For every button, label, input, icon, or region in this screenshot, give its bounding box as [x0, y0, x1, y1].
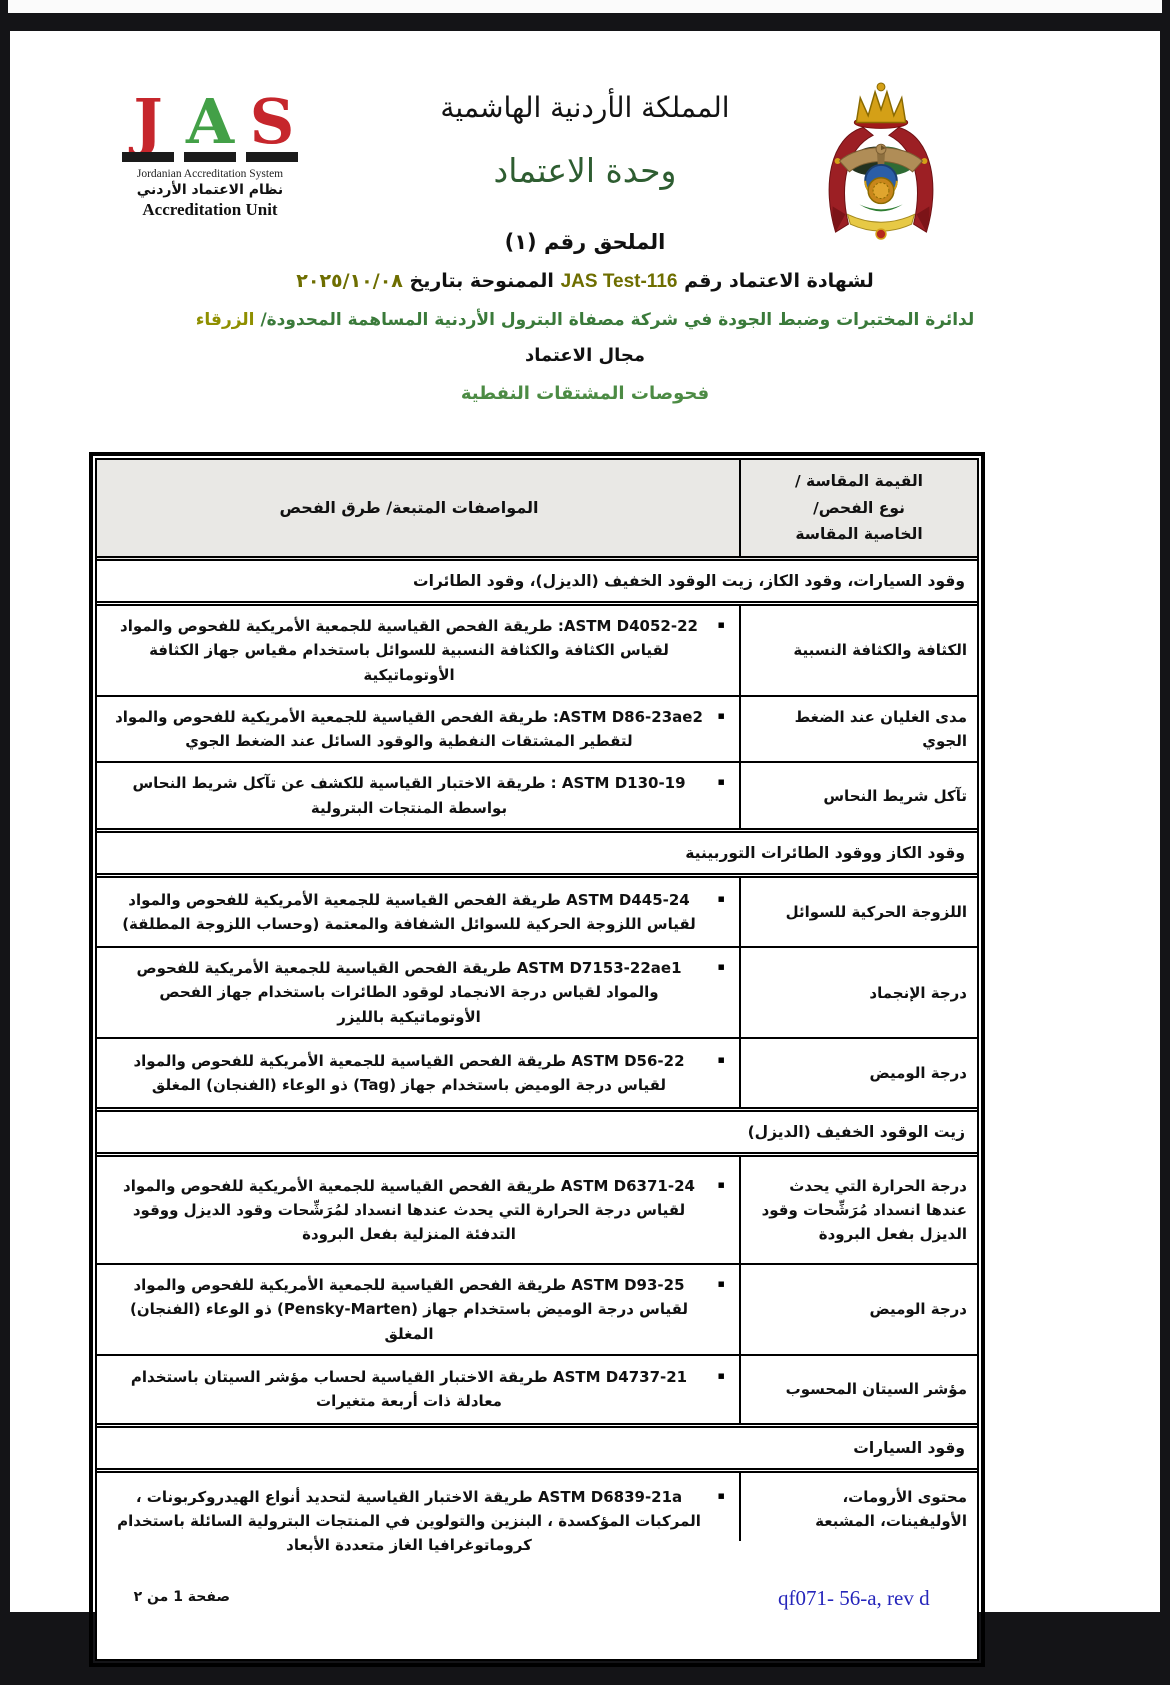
bullet-icon: ▪ [717, 1052, 725, 1066]
royal-crest-svg [828, 82, 934, 240]
logo-english-line: Jordanian Accreditation System [136, 168, 284, 181]
kingdom-title: المملكة الأردنية الهاشمية [440, 91, 730, 124]
table-row: درجة الإنجماد ▪ ASTM D7153-22ae1 طريقة ال… [97, 946, 977, 1037]
table-row: تآكل شريط النحاس ▪ ASTM D130-19 : طريقة ا… [97, 761, 977, 829]
logo-underline-bar [246, 152, 298, 163]
bullet-icon: ▪ [717, 708, 725, 722]
property-cell: محتوى الأرومات، الأوليفينات، المشبعة [739, 1472, 977, 1541]
annex-number-line: الملحق رقم (١) [504, 230, 666, 254]
certificate-middle: الممنوحة بتاريخ [409, 270, 554, 292]
jas-letter-a: A [184, 85, 236, 163]
jas-letters: J A S [110, 85, 310, 163]
property-cell: مدى الغليان عند الضغط الجوي [739, 696, 977, 762]
property-cell: اللزوجة الحركية للسوائل [739, 878, 977, 947]
certificate-line: لشهادة الاعتماد رقم JAS Test-116 الممنوح… [10, 270, 1160, 293]
property-cell: الكثافة والكثافة النسبية [739, 606, 977, 695]
royal-crest-emblem [802, 75, 960, 243]
bullet-icon: ▪ [717, 891, 725, 905]
table-row: درجة الوميض ▪ ASTM D56-22 طريقة الفحص الق… [97, 1036, 977, 1107]
bullet-icon: ▪ [717, 1177, 725, 1191]
method-cell: ▪ ASTM D7153-22ae1 طريقة الفحص القياسية ل… [136, 959, 725, 1026]
document-reference: qf071- 56-a, rev d [778, 1586, 930, 1610]
method-cell: ▪ ASTM D6839-21a طريقة الاختبار القياسية … [117, 1487, 725, 1555]
property-cell: درجة الوميض [739, 1264, 977, 1354]
method-cell: ▪ ASTM D56-22 طريقة الفحص القياسية للجمعي… [133, 1051, 725, 1094]
section-row: وقود الكاز ووقود الطائرات التوربينية [97, 828, 977, 879]
method-cell: ▪ ASTM D4737-21 طريقة الاختبار القياسية ل… [130, 1368, 725, 1411]
property-cell: مؤشر السيتان المحسوب [739, 1355, 977, 1423]
property-cell: درجة الحرارة التي يحدث عندها انسداد مُرَ… [739, 1156, 977, 1263]
logo-underline-bar [184, 152, 236, 163]
table-row: محتوى الأرومات، الأوليفينات، المشبعة ▪ AS… [97, 1472, 977, 1659]
organization-name: لدائرة المختبرات وضبط الجودة في شركة مصف… [260, 310, 975, 330]
method-cell: ▪ ASTM D86-23ae2: طريقة الفحص القياسية لل… [115, 707, 725, 751]
method-cell: ▪ ASTM D4052-22: طريقة الفحص القياسية للج… [120, 617, 725, 684]
property-cell: تآكل شريط النحاس [739, 763, 977, 829]
logo-unit-line: Accreditation Unit [142, 200, 278, 220]
section-row: زيت الوقود الخفيف (الديزل) [97, 1106, 977, 1157]
table-row: اللزوجة الحركية للسوائل ▪ ASTM D445-24 طر… [97, 878, 977, 947]
method-cell: ▪ ASTM D130-19 : طريقة الاختبار القياسية … [132, 774, 725, 817]
jas-letter-a-glyph: A [185, 85, 235, 158]
table-row: درجة الحرارة التي يحدث عندها انسداد مُرَ… [97, 1156, 977, 1263]
scope-subtitle: فحوصات المشتقات النفطية [460, 383, 710, 404]
jas-letter-j-glyph: J [133, 85, 163, 158]
scan-edge-strip [8, 0, 1162, 13]
section-row: وقود السيارات، وقود الكاز، زيت الوقود ال… [97, 561, 977, 606]
bullet-icon: ▪ [717, 1369, 725, 1383]
jas-letter-j: J [122, 85, 174, 163]
jas-letter-s: S [246, 85, 298, 163]
accreditation-unit-title: وحدة الاعتماد [493, 151, 677, 190]
table-row: درجة الوميض ▪ ASTM D93-25 طريقة الفحص الق… [97, 1262, 977, 1354]
jas-logo: J A S Jordanian Accreditation System نظا… [110, 85, 310, 220]
method-cell: ▪ ASTM D6371-24 طريقة الفحص القياسية للجم… [123, 1176, 725, 1244]
method-cell: ▪ ASTM D93-25 طريقة الفحص القياسية للجمعي… [129, 1275, 725, 1343]
jas-letter-s-glyph: S [249, 85, 295, 158]
organization-city: الزرقاء [195, 310, 255, 330]
table-row: مؤشر السيتان المحسوب ▪ ASTM D4737-21 طريق… [97, 1353, 977, 1423]
certificate-date: ٢٠٢٥/١٠/٠٨ [296, 270, 403, 292]
column-header-property: القيمة المقاسة / نوع الفحص/ الخاصية المق… [739, 460, 977, 556]
bullet-icon: ▪ [717, 1488, 725, 1502]
scope-table: القيمة المقاسة / نوع الفحص/ الخاصية المق… [89, 452, 985, 1667]
organization-line: لدائرة المختبرات وضبط الجودة في شركة مصف… [10, 310, 1160, 330]
page-number-label: صفحة 1 من ٢ [133, 1589, 230, 1605]
logo-arabic-line: نظام الاعتماد الأردني [136, 182, 284, 199]
property-cell: درجة الإنجماد [739, 948, 977, 1037]
method-cell: ▪ ASTM D445-24 طريقة الفحص القياسية للجمع… [122, 890, 725, 934]
document-page: J A S Jordanian Accreditation System نظا… [10, 31, 1160, 1667]
section-row: وقود السيارات [97, 1422, 977, 1473]
table-row: مدى الغليان عند الضغط الجوي ▪ ASTM D86-23… [97, 694, 977, 762]
table-header-row: القيمة المقاسة / نوع الفحص/ الخاصية المق… [97, 460, 977, 561]
property-cell: درجة الوميض [739, 1038, 977, 1107]
table-row: الكثافة والكثافة النسبية ▪ ASTM D4052-22:… [97, 606, 977, 695]
document-titles: المملكة الأردنية الهاشمية وحدة الاعتماد … [10, 91, 1160, 404]
bullet-icon: ▪ [717, 775, 725, 789]
certificate-prefix: لشهادة الاعتماد رقم [684, 270, 874, 292]
certificate-number: JAS Test-116 [560, 271, 678, 292]
scope-title: مجال الاعتماد [524, 345, 646, 366]
logo-underline-bar [122, 152, 174, 163]
bullet-icon: ▪ [717, 1276, 725, 1290]
bullet-icon: ▪ [717, 618, 725, 631]
bullet-icon: ▪ [717, 960, 725, 974]
column-header-methods: المواصفات المتبعة/ طرق الفحص [279, 498, 539, 518]
